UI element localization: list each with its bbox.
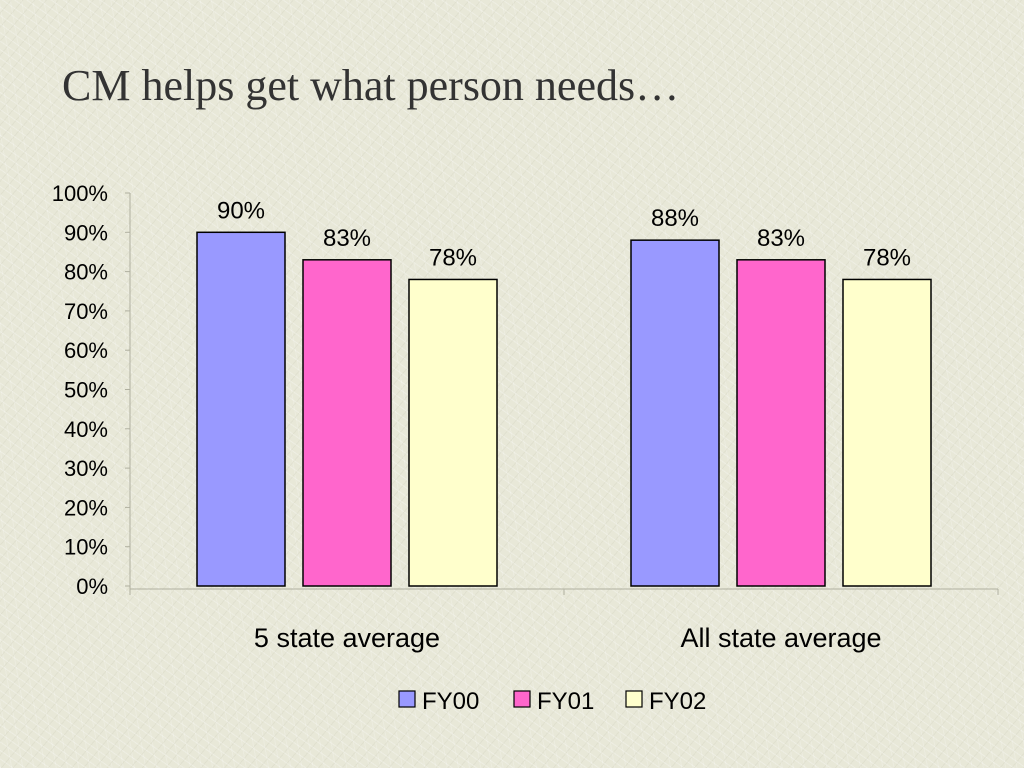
data-label-fy02-2: 78% xyxy=(863,244,911,271)
y-tick-label: 40% xyxy=(64,417,108,442)
y-tick-label: 80% xyxy=(64,260,108,285)
legend-label-fy01: FY01 xyxy=(537,688,594,715)
legend-swatch-fy01 xyxy=(513,690,531,708)
category-label: 5 state average xyxy=(254,623,440,653)
bar-fy01-1 xyxy=(302,259,392,587)
data-label-fy02-1: 78% xyxy=(429,244,477,271)
data-label-fy00-1: 90% xyxy=(217,197,265,224)
bars-group xyxy=(196,231,932,587)
data-labels-group: 90% 83% 78% 88% 83% 78% xyxy=(217,197,911,271)
category-labels-group: 5 state average All state average xyxy=(254,623,882,653)
y-tick-label: 20% xyxy=(64,495,108,520)
bar-fy02-2 xyxy=(842,278,932,587)
data-label-fy00-2: 88% xyxy=(651,205,699,232)
slide-title: CM helps get what person needs… xyxy=(62,61,680,110)
y-tick-label: 10% xyxy=(64,535,108,560)
y-tick-label: 70% xyxy=(64,299,108,324)
bar-fy02-1 xyxy=(408,278,498,587)
y-tick-label: 60% xyxy=(64,338,108,363)
y-tick-label: 30% xyxy=(64,456,108,481)
legend-swatch-fy02 xyxy=(625,690,643,708)
y-tick-label: 100% xyxy=(52,181,108,206)
legend-swatch-fy00 xyxy=(398,690,416,708)
bar-fy00-1 xyxy=(196,231,286,587)
bar-fy01-2 xyxy=(736,259,826,587)
x-axis xyxy=(129,588,999,595)
bar-fy00-2 xyxy=(630,239,720,587)
legend-label-fy02: FY02 xyxy=(649,688,706,715)
legend-label-fy00: FY00 xyxy=(422,688,479,715)
y-axis: 0% 10% 20% 30% 40% 50% 60% 70% 80% 90% 100% xyxy=(52,181,131,599)
data-label-fy01-1: 83% xyxy=(323,225,371,252)
y-tick-label: 50% xyxy=(64,378,108,403)
data-label-fy01-2: 83% xyxy=(757,225,805,252)
y-tick-label: 90% xyxy=(64,220,108,245)
y-tick-label: 0% xyxy=(76,574,108,599)
category-label: All state average xyxy=(680,623,881,653)
legend: FY00 FY01 FY02 xyxy=(398,688,706,715)
